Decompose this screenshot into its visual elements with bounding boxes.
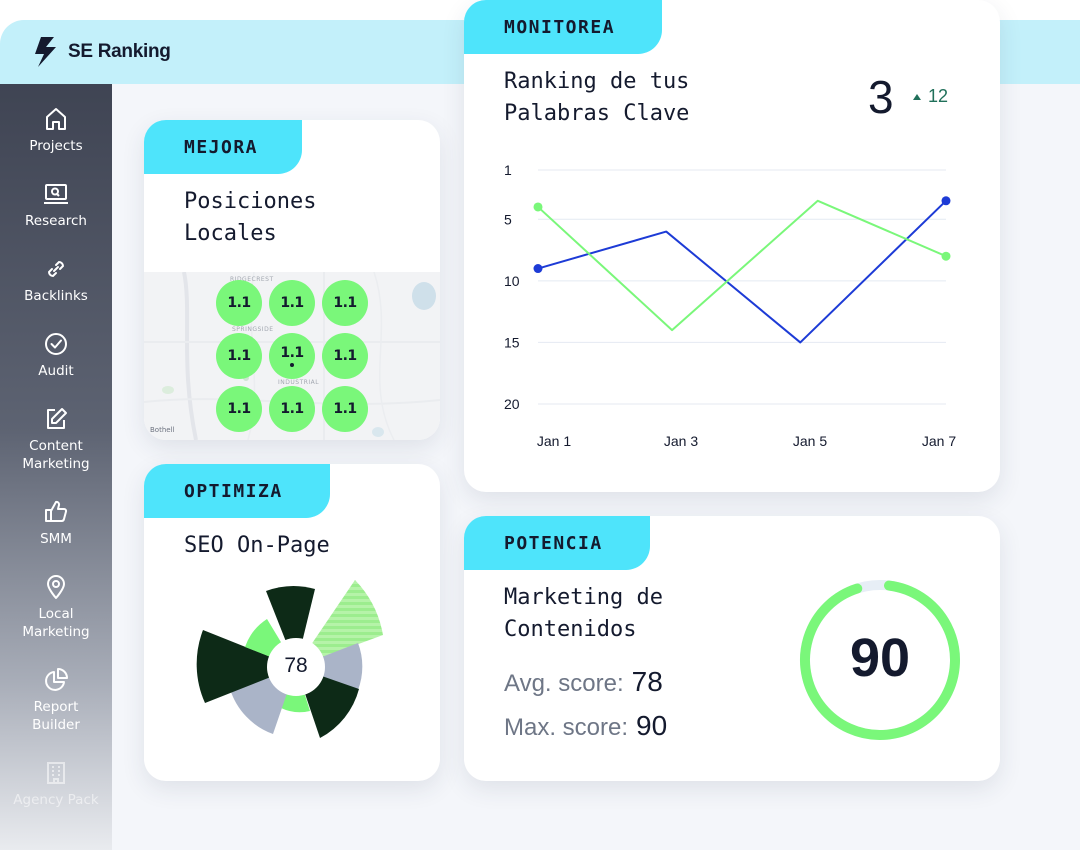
sidebar-label: Report Builder bbox=[32, 699, 80, 733]
building-icon bbox=[47, 762, 65, 784]
series-point-green bbox=[533, 202, 543, 212]
gauge-value: 90 bbox=[849, 628, 911, 688]
sidebar-label: Projects bbox=[29, 138, 83, 154]
map-pin[interactable]: 1.1 bbox=[269, 386, 315, 432]
home-icon bbox=[46, 108, 66, 130]
series-line-green bbox=[537, 199, 947, 332]
max-score: Max. score: 90 bbox=[504, 710, 667, 742]
check-circle-icon bbox=[45, 333, 67, 355]
map-pin-icon bbox=[47, 575, 65, 599]
onpage-score: 78 bbox=[284, 654, 308, 677]
sidebar-label: Local Marketing bbox=[22, 606, 90, 640]
map-pin-value: 1.1 bbox=[280, 345, 304, 361]
series-point-blue bbox=[533, 264, 543, 274]
sidebar-item-projects[interactable]: Projects bbox=[0, 106, 112, 155]
map-pin[interactable]: 1.1 bbox=[216, 333, 262, 379]
series-point-green bbox=[941, 251, 951, 261]
map-pin[interactable]: 1.1 bbox=[322, 280, 368, 326]
map-pin[interactable]: 1.1 bbox=[216, 280, 262, 326]
sidebar-item-content-marketing[interactable]: Content Marketing bbox=[0, 406, 112, 473]
laptop-search-icon bbox=[44, 184, 68, 204]
keyword-ranking-card: MONITOREA Ranking de tus Palabras Clave … bbox=[464, 0, 1000, 492]
card-title: Posiciones Locales bbox=[184, 189, 317, 246]
y-tick-label: 5 bbox=[504, 211, 512, 227]
radial-slice bbox=[296, 643, 363, 690]
radial-slice bbox=[296, 580, 383, 667]
sidebar-label: Research bbox=[25, 213, 87, 229]
pie-chart-icon bbox=[45, 668, 68, 691]
card-tag: MONITOREA bbox=[464, 0, 662, 54]
map-pin[interactable]: 1.1 bbox=[269, 280, 315, 326]
sidebar-item-report-builder[interactable]: Report Builder bbox=[0, 667, 112, 734]
max-score-value: 90 bbox=[636, 710, 668, 741]
x-tick-label: Jan 3 bbox=[664, 433, 698, 449]
local-positions-card: MEJORA Posiciones Locales RIDGECREST SPR… bbox=[144, 120, 440, 440]
map-pin[interactable]: 1.1 bbox=[322, 333, 368, 379]
y-tick-label: 20 bbox=[504, 396, 520, 412]
seo-onpage-card: OPTIMIZA SEO On-Page 78 bbox=[144, 464, 440, 781]
card-tag: MEJORA bbox=[144, 120, 302, 174]
card-title: Marketing de Contenidos bbox=[504, 585, 663, 642]
map-label: Bothell bbox=[150, 426, 175, 434]
sidebar-label: Backlinks bbox=[24, 288, 88, 304]
triangle-up-icon bbox=[913, 93, 921, 100]
y-tick-label: 10 bbox=[504, 273, 520, 289]
score-gauge bbox=[800, 580, 960, 740]
series-point-blue bbox=[941, 196, 951, 206]
x-tick-label: Jan 5 bbox=[793, 433, 827, 449]
thumbs-up-icon bbox=[45, 500, 68, 522]
sidebar-label: Agency Pack bbox=[13, 792, 99, 808]
content-marketing-card: POTENCIA Marketing de Contenidos Avg. sc… bbox=[464, 516, 1000, 781]
logo-mark-icon bbox=[35, 37, 56, 67]
sidebar-label: Content Marketing bbox=[22, 438, 90, 472]
logo[interactable]: SE Ranking bbox=[32, 37, 171, 67]
sidebar-item-smm[interactable]: SMM bbox=[0, 499, 112, 548]
map-label: SPRINGSIDE bbox=[232, 326, 274, 333]
map-pin-center[interactable]: 1.1 bbox=[269, 333, 315, 379]
ranking-position: 3 bbox=[868, 71, 894, 123]
series-line-blue bbox=[537, 200, 947, 344]
card-title: Ranking de tus Palabras Clave bbox=[504, 69, 690, 126]
sidebar-item-backlinks[interactable]: Backlinks bbox=[0, 256, 112, 305]
card-title: SEO On-Page bbox=[184, 533, 330, 558]
map-pin[interactable]: 1.1 bbox=[216, 386, 262, 432]
edit-icon bbox=[47, 408, 67, 429]
map-label: RIDGECREST bbox=[230, 276, 274, 283]
sidebar-label: SMM bbox=[40, 531, 72, 547]
max-score-label: Max. score: bbox=[504, 714, 629, 741]
y-tick-label: 1 bbox=[504, 162, 512, 178]
ranking-change: 12 bbox=[912, 86, 948, 107]
local-map[interactable]: RIDGECREST SPRINGSIDE INDUSTRIAL Bothell… bbox=[144, 272, 440, 440]
sidebar-item-agency-pack[interactable]: Agency Pack bbox=[0, 760, 112, 809]
avg-score-label: Avg. score: bbox=[504, 670, 624, 697]
logo-text: SE Ranking bbox=[68, 41, 171, 62]
avg-score: Avg. score: 78 bbox=[504, 666, 663, 698]
card-tag: OPTIMIZA bbox=[144, 464, 330, 518]
gauge-arc bbox=[800, 580, 960, 740]
sidebar: Projects Research Backlinks Audit Conten… bbox=[0, 84, 112, 850]
location-dot-icon bbox=[290, 363, 294, 367]
sidebar-item-audit[interactable]: Audit bbox=[0, 331, 112, 380]
sidebar-item-local-marketing[interactable]: Local Marketing bbox=[0, 574, 112, 641]
sidebar-label: Audit bbox=[38, 363, 74, 379]
x-tick-label: Jan 1 bbox=[537, 433, 571, 449]
radial-slice bbox=[266, 586, 315, 667]
radial-center bbox=[267, 638, 325, 696]
onpage-radial-chart[interactable] bbox=[144, 464, 440, 781]
card-tag: POTENCIA bbox=[464, 516, 650, 570]
map-pin[interactable]: 1.1 bbox=[322, 386, 368, 432]
ranking-change-value: 12 bbox=[928, 86, 949, 106]
y-tick-label: 15 bbox=[504, 334, 520, 350]
link-icon bbox=[47, 260, 65, 278]
map-label: INDUSTRIAL bbox=[278, 379, 320, 386]
x-tick-label: Jan 7 bbox=[922, 433, 956, 449]
avg-score-value: 78 bbox=[631, 666, 663, 697]
radial-slice bbox=[196, 630, 296, 703]
sidebar-item-research[interactable]: Research bbox=[0, 181, 112, 230]
